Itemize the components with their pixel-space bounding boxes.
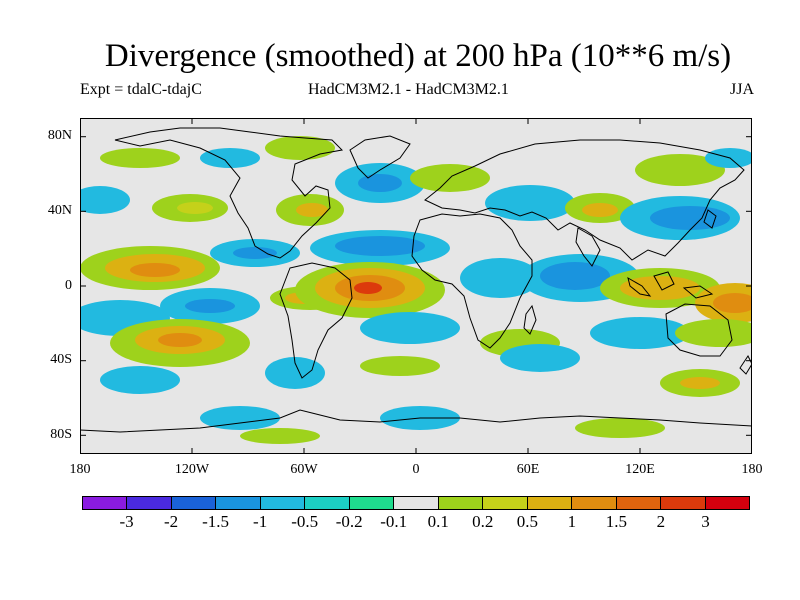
lon-label-60w: 60W (290, 462, 318, 477)
colorbar-label: 1 (567, 512, 577, 531)
field-patch (582, 203, 618, 217)
colorbar-segment (171, 497, 217, 509)
lon-label-120e: 120E (625, 462, 655, 477)
field-patch (177, 202, 213, 214)
coast-antarctica (80, 409, 752, 433)
colorbar-label: -0.2 (335, 512, 363, 531)
experiment-label: Expt = tdalC-tdajC (80, 81, 202, 98)
coast-australia (665, 303, 733, 357)
field-patch (713, 293, 752, 313)
colorbar-label: -2 (163, 512, 179, 531)
colorbar-segment (483, 497, 528, 509)
field-patch (240, 428, 320, 444)
field-patch (100, 148, 180, 168)
field-patch (265, 357, 325, 389)
field-patch (360, 312, 460, 344)
colorbar-segment (394, 497, 439, 509)
coast-japan (703, 209, 717, 229)
field-patch (335, 236, 425, 256)
lat-label-80s: 80S (50, 427, 72, 442)
coast-madagascar (523, 304, 537, 335)
colorbar-label: 3 (701, 512, 710, 531)
colorbar-label: -1.5 (202, 512, 230, 531)
field-patch (650, 206, 730, 230)
colorbar-label: -3 (119, 512, 134, 531)
colorbar-label: 1.5 (605, 512, 628, 531)
model-label: HadCM3M2.1 - HadCM3M2.1 (308, 81, 509, 98)
colorbar-segment (216, 497, 261, 509)
plot-title: Divergence (smoothed) at 200 hPa (10**6 … (104, 38, 732, 74)
lat-label-80n: 80N (47, 128, 72, 143)
field-patch (575, 418, 665, 438)
coast-eurasia (424, 139, 745, 261)
field-patch (590, 317, 690, 349)
season-label: JJA (729, 81, 754, 98)
field-patch (680, 377, 720, 389)
coast-india (575, 227, 601, 267)
map-ticks (80, 118, 752, 454)
lat-label-0: 0 (65, 278, 72, 293)
field-patch (360, 356, 440, 376)
field-patch (100, 366, 180, 394)
colorbar-segment (83, 497, 128, 509)
coast-borneo (653, 271, 675, 291)
field-patch (540, 262, 610, 290)
colorbar-segment (616, 497, 662, 509)
colorbar-segment (527, 497, 573, 509)
field-patch (200, 148, 260, 168)
colorbar-segment (572, 497, 617, 509)
field-patch (233, 247, 277, 259)
field-patch (460, 258, 540, 298)
coast-africa (411, 213, 533, 349)
lon-label-180w: 180 (69, 462, 91, 477)
field-patch (80, 186, 130, 214)
lon-label-60e: 60E (516, 462, 540, 477)
field-patch (358, 174, 402, 192)
coast-south-america (279, 262, 353, 379)
colorbar-segment (438, 497, 484, 509)
field-patch (485, 185, 575, 221)
field-patch (158, 333, 202, 347)
colorbar-segment (349, 497, 395, 509)
colorbar-label: -1 (253, 512, 268, 531)
lon-label-0: 0 (412, 462, 420, 477)
field-patch (354, 282, 382, 294)
field-patch (500, 344, 580, 372)
coast-new-zealand (739, 355, 752, 375)
colorbar-segment (661, 497, 706, 509)
colorbar-segment (127, 497, 172, 509)
colorbar-label: -0.5 (291, 512, 319, 531)
field-patch (130, 263, 180, 277)
coast-sumatra (627, 276, 652, 297)
field-patch (185, 299, 235, 313)
colorbar-label: 0.2 (472, 512, 494, 531)
lat-label-40s: 40S (50, 352, 72, 367)
colorbar-label: 0.1 (427, 512, 449, 531)
coast-north-america (114, 127, 344, 259)
colorbar (82, 496, 750, 510)
coastlines (80, 127, 752, 433)
colorbar-segment (305, 497, 350, 509)
lat-label-40n: 40N (47, 203, 72, 218)
colorbar-segment (705, 497, 750, 509)
lon-label-180e: 180 (741, 462, 763, 477)
lon-label-120w: 120W (174, 462, 210, 477)
coast-new-guinea (682, 285, 714, 299)
colorbar-label: -0.1 (380, 512, 408, 531)
field-patch (200, 406, 280, 430)
field-patch (296, 203, 328, 217)
field-patch (265, 136, 335, 160)
field-patch (675, 319, 752, 347)
coast-greenland (349, 135, 411, 179)
colorbar-label: 0.5 (516, 512, 538, 531)
colorbar-segment (260, 497, 306, 509)
divergence-map (80, 118, 752, 454)
field-patch (635, 154, 725, 186)
colorbar-label: 2 (656, 512, 666, 531)
